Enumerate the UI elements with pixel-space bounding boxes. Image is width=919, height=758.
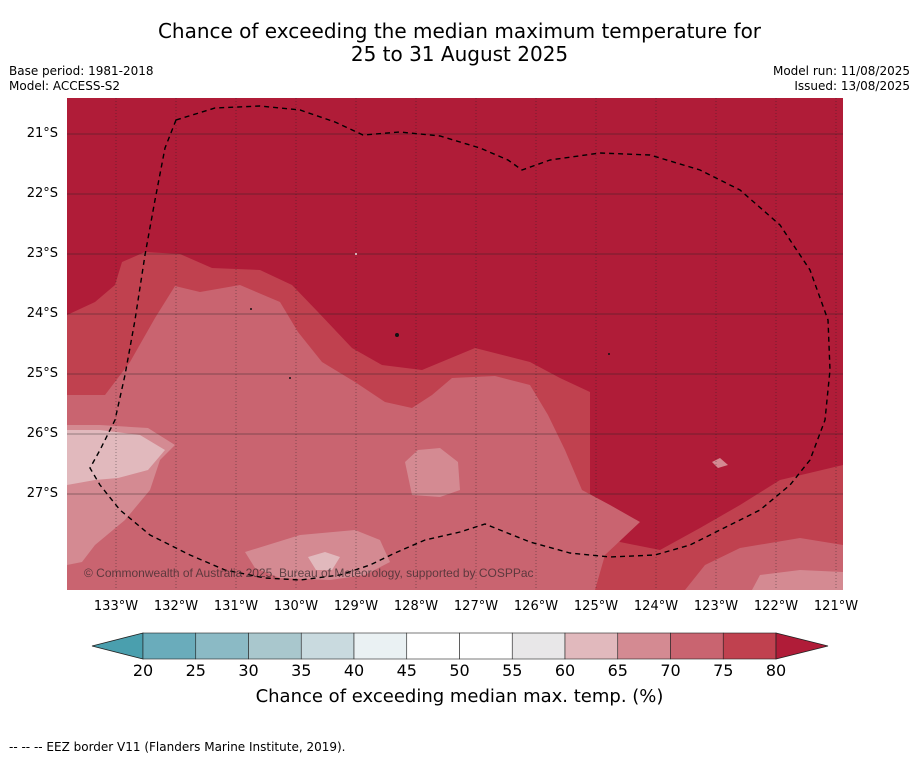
lon-label: 123°W xyxy=(693,599,739,614)
colorbar-segment xyxy=(564,632,619,660)
colorbar-segment xyxy=(722,632,777,660)
colorbar-tick-label: 40 xyxy=(343,661,365,680)
lon-label: 128°W xyxy=(393,599,439,614)
island-speck xyxy=(250,308,252,310)
colorbar-segment xyxy=(195,632,249,660)
lon-label: 124°W xyxy=(633,599,679,614)
colorbar-segment xyxy=(617,632,671,660)
lon-label: 127°W xyxy=(453,599,499,614)
colorbar-tick-label: 65 xyxy=(607,661,628,680)
colorbar-segment xyxy=(406,632,460,660)
colorbar-tick-label: 50 xyxy=(449,661,470,680)
colorbar xyxy=(91,632,829,660)
base-period: Base period: 1981-2018 xyxy=(9,64,154,78)
colorbar-segment xyxy=(459,632,513,660)
colorbar-tick-label: 60 xyxy=(554,661,576,680)
colorbar-above-arrow xyxy=(775,632,829,660)
lat-label-26s: 26°S xyxy=(26,426,58,441)
colorbar-tick-label: 25 xyxy=(185,661,206,680)
colorbar-segment xyxy=(511,632,566,660)
colorbar-label: Chance of exceeding median max. temp. (%… xyxy=(255,686,664,707)
lon-label: 125°W xyxy=(573,599,619,614)
island-speck xyxy=(289,377,291,379)
eez-border xyxy=(89,105,831,581)
region-65-70 xyxy=(67,425,843,590)
lon-label: 131°W xyxy=(213,599,259,614)
latitude-grid xyxy=(67,133,843,495)
lat-label-22s: 22°S xyxy=(26,186,58,201)
lon-label: 132°W xyxy=(153,599,199,614)
lon-label: 121°W xyxy=(813,599,859,614)
lon-label: 126°W xyxy=(513,599,559,614)
lat-label-25s: 25°S xyxy=(26,366,58,381)
colorbar-tick-label: 45 xyxy=(396,661,417,680)
lat-label-24s: 24°S xyxy=(26,306,58,321)
map-frame: © Commonwealth of Australia 2025, Bureau… xyxy=(67,98,843,590)
chart-title-line2: 25 to 31 August 2025 xyxy=(350,42,569,66)
chart-title-line1: Chance of exceeding the median maximum t… xyxy=(157,19,762,43)
eez-legend-note: -- -- -- EEZ border V11 (Flanders Marine… xyxy=(9,740,346,754)
map-attribution: © Commonwealth of Australia 2025, Bureau… xyxy=(84,566,534,580)
island-speck xyxy=(395,333,399,337)
colorbar-tick-label: 55 xyxy=(502,661,523,680)
colorbar-segment xyxy=(353,632,408,660)
region-60-65 xyxy=(67,430,340,570)
lat-label-23s: 23°S xyxy=(26,246,58,261)
lon-label: 129°W xyxy=(333,599,379,614)
model-run: Model run: 11/08/2025 xyxy=(772,64,910,78)
island-speck xyxy=(608,353,610,355)
issued-date: Issued: 13/08/2025 xyxy=(794,79,910,93)
lon-label: 133°W xyxy=(93,599,139,614)
colorbar-tick-label: 20 xyxy=(132,661,154,680)
island-speck xyxy=(355,253,357,255)
colorbar-segment xyxy=(142,632,197,660)
colorbar-tick-label: 80 xyxy=(765,661,787,680)
colorbar-tick-label: 35 xyxy=(291,661,312,680)
colorbar-segment xyxy=(670,632,724,660)
lon-label: 130°W xyxy=(273,599,319,614)
colorbar-segment xyxy=(248,632,302,660)
lon-label: 122°W xyxy=(753,599,799,614)
model-name: Model: ACCESS-S2 xyxy=(9,79,121,93)
colorbar-tick-label: 75 xyxy=(713,661,734,680)
colorbar-segment xyxy=(300,632,355,660)
lat-label-21s: 21°S xyxy=(26,126,58,141)
colorbar-below-arrow xyxy=(91,632,144,660)
colorbar-tick-label: 70 xyxy=(660,661,681,680)
region-70-75 xyxy=(67,285,843,590)
lat-label-27s: 27°S xyxy=(26,486,58,501)
colorbar-tick-label: 30 xyxy=(238,661,259,680)
longitude-grid xyxy=(115,98,837,590)
